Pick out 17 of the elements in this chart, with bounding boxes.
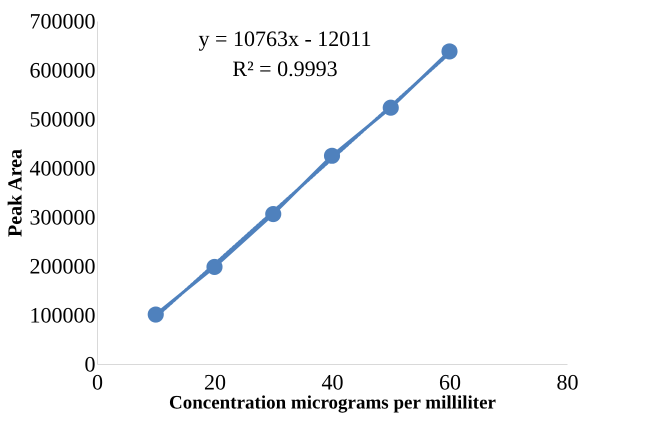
y-tick-label: 0 (84, 352, 96, 376)
annotation: y = 10763x - 12011 (198, 26, 372, 51)
y-tick-label: 100000 (30, 302, 96, 328)
point (441, 43, 458, 60)
annotation: R² = 0.9993 (232, 56, 338, 81)
y-tick-label: 300000 (30, 204, 96, 230)
y-tick-label: 700000 (30, 8, 96, 34)
x-tick-label: 20 (204, 370, 226, 394)
x-axis-title: Concentration micrograms per milliliter (169, 392, 497, 414)
y-tick-label: 600000 (30, 58, 96, 82)
x-tick-label: 60 (439, 370, 461, 394)
x-tick-label: 80 (556, 370, 578, 394)
y-axis-title: Peak Area (4, 149, 26, 237)
y-tick-label: 400000 (30, 156, 96, 180)
x-tick-label: 40 (322, 370, 344, 394)
y-tick-label: 500000 (30, 106, 96, 132)
y-tick-label: 200000 (30, 254, 96, 278)
